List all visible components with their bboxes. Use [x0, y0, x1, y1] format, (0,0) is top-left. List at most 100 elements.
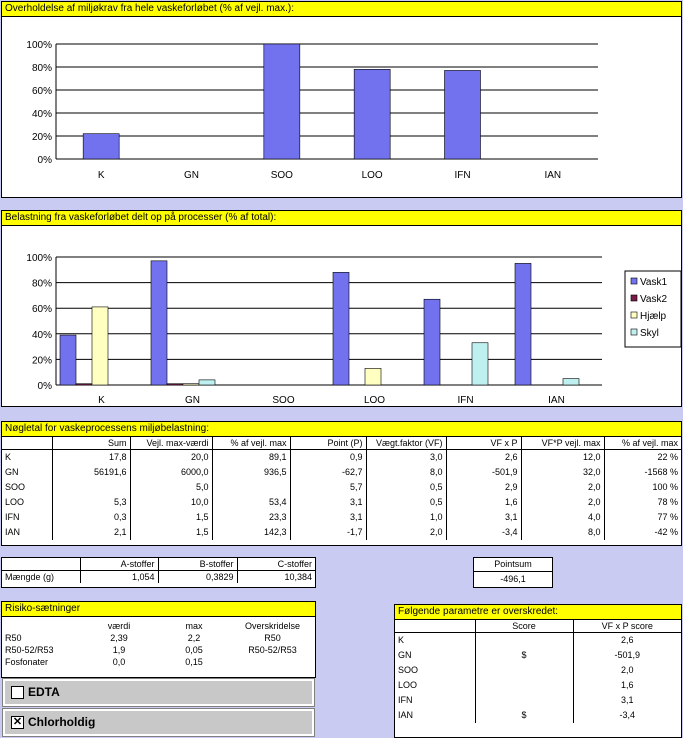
table-cell	[474, 632, 573, 648]
table-cell: 53,4	[211, 494, 290, 510]
x-category-label: SOO	[272, 395, 294, 406]
x-category-label: GN	[184, 170, 199, 181]
compliance-chart-title: Overholdelse af miljøkrav fra hele vaske…	[2, 2, 681, 17]
column-header: Vejl. max-værdi	[129, 437, 212, 450]
chlorholdig-checkbox-box[interactable]: ✕	[11, 716, 24, 730]
table-cell: 3,1	[289, 509, 366, 525]
table-cell: 100 %	[603, 479, 681, 495]
column-header: max	[185, 621, 203, 631]
row-label: IFN	[398, 695, 413, 705]
process-chart-panel: Belastning fra vaskeforløbet delt op på …	[1, 210, 682, 407]
table-cell: -3,4	[445, 524, 521, 540]
table-cell: 0,3	[51, 509, 130, 525]
legend-label-vask2: Vask2	[640, 294, 667, 305]
pointsum-label: Pointsum	[474, 558, 552, 572]
bar-vask2-gn	[166, 383, 184, 386]
bar-value-soo	[263, 43, 301, 160]
substances-panel: A-stoffer B-stoffer C-stoffer Mængde (g)…	[1, 557, 316, 588]
substances-table: A-stoffer B-stoffer C-stoffer Mængde (g)…	[2, 558, 315, 583]
bar-skyl-ifn	[471, 342, 489, 386]
row-label: GN	[5, 467, 19, 477]
table-cell: -1568 %	[603, 464, 681, 480]
legend-label-skyl: Skyl	[640, 328, 659, 339]
substances-value-b: 0,3829	[157, 570, 237, 583]
table-cell: -1,7	[289, 524, 366, 540]
table-cell: 2,6	[445, 449, 521, 465]
table-cell: R50	[264, 633, 281, 643]
column-header	[395, 620, 475, 633]
legend-swatch-hj-lp	[630, 311, 638, 319]
risk-phrases-panel: Risiko-sætninger værdi max Overskridelse R…	[1, 601, 316, 678]
row-label: SOO	[398, 665, 419, 675]
column-header: % af vejl. max	[211, 437, 290, 450]
bar-hj-lp-gn	[182, 383, 200, 386]
edta-checkbox[interactable]: EDTA	[2, 678, 315, 707]
table-cell: 142,3	[211, 524, 290, 540]
key-figures-title: Nøgletal for vaskeprocessens miljøbelast…	[2, 422, 681, 437]
y-tick-label: 40%	[32, 330, 52, 341]
edta-checkbox-label: EDTA	[28, 685, 60, 699]
chlorholdig-checkbox-label: Chlorholdig	[28, 715, 96, 729]
table-row: SOO 2,0	[395, 662, 681, 678]
substances-row-label: Mængde (g)	[5, 572, 55, 582]
table-cell: 32,0	[520, 464, 604, 480]
table-cell: 78 %	[603, 494, 681, 510]
table-row: IFN 3,1	[395, 692, 681, 708]
table-cell	[474, 692, 573, 708]
table-cell: 2,6	[572, 632, 681, 648]
row-label: R50	[5, 633, 22, 643]
table-cell: 936,5	[211, 464, 290, 480]
table-cell: 0,0	[112, 657, 126, 667]
column-header: % af vejl. max	[603, 437, 681, 450]
table-row: IAN $ -3,4	[395, 707, 681, 723]
table-cell: 56191,6	[51, 464, 130, 480]
table-cell: 8,0	[365, 464, 446, 480]
process-chart: 0% 20% 40% 60% 80% 100% K GN SOO LOO IFN IAN Vask1 Va…	[26, 253, 682, 406]
x-category-label: K	[98, 395, 105, 406]
x-category-label: IAN	[544, 170, 561, 181]
column-header: Sum	[51, 437, 130, 450]
row-label: K	[5, 452, 12, 463]
bar-skyl-ian	[562, 378, 580, 386]
table-cell: 0,5	[365, 494, 446, 510]
table-cell: 2,0	[572, 662, 681, 678]
process-chart-title: Belastning fra vaskeforløbet delt op på …	[2, 211, 681, 226]
column-header: Score	[474, 620, 573, 633]
column-header: Vægt.faktor (VF)	[365, 437, 446, 450]
table-cell: 1,6	[445, 494, 521, 510]
chlorholdig-checkbox[interactable]: ✕ Chlorholdig	[2, 708, 315, 737]
bar-value-ifn	[444, 70, 481, 160]
table-cell: -62,7	[289, 464, 366, 480]
table-cell: 0,5	[365, 479, 446, 495]
table-row: LOO 1,6	[395, 677, 681, 693]
row-label: K	[398, 635, 405, 646]
table-cell: $	[474, 707, 573, 723]
table-cell: 0,15	[185, 657, 203, 667]
exceeded-params-title: Følgende parametre er overskredet:	[395, 605, 681, 620]
edta-checkbox-box[interactable]	[11, 686, 24, 700]
x-category-label: IAN	[548, 395, 565, 406]
table-cell: 3,0	[365, 449, 446, 465]
bar-hj-lp-k	[91, 306, 109, 386]
x-category-label: LOO	[364, 395, 385, 406]
substances-value-c: 10,384	[236, 570, 315, 583]
bar-vask1-k	[59, 334, 77, 386]
substances-value-a: 1,054	[79, 570, 158, 583]
table-row: K 2,6	[395, 632, 681, 648]
column-header: VF*P vejl. max	[520, 437, 604, 450]
y-tick-label: 100%	[26, 253, 52, 264]
legend-swatch-skyl	[630, 328, 638, 336]
table-row: GN 56191,6 6000,0 936,5 -62,7 8,0 -501,9 32,0 -1…	[2, 464, 681, 480]
key-figures-table: Sum Vejl. max-værdi% af vejl. max Point (P…	[2, 437, 681, 540]
y-tick-label: 80%	[32, 63, 52, 74]
table-cell: 3,1	[445, 509, 521, 525]
table-cell: 3,1	[289, 494, 366, 510]
y-tick-label: 20%	[32, 355, 52, 366]
exceeded-params-table: Score VF x P score K 2,6 GN $ -501,9 SOO 2,0 LOO…	[395, 620, 681, 723]
row-label: R50-52/R53	[5, 645, 54, 655]
y-tick-label: 20%	[32, 132, 52, 143]
x-category-label: IFN	[457, 395, 473, 406]
risk-phrases-title: Risiko-sætninger	[2, 602, 315, 617]
row-label: LOO	[5, 497, 25, 507]
table-cell: 2,1	[51, 524, 130, 540]
